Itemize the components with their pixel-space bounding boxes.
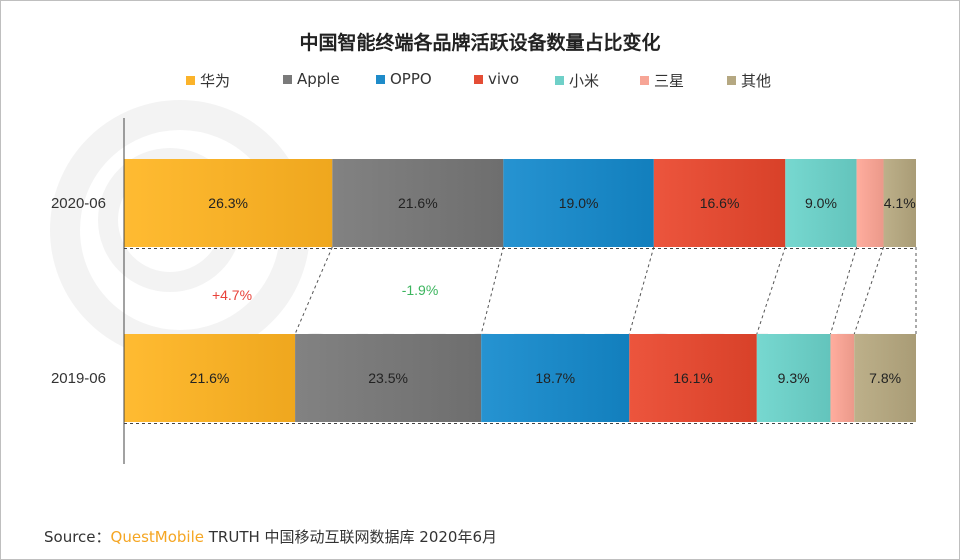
legend-label: 其他 bbox=[741, 72, 772, 90]
legend-swatch bbox=[640, 76, 649, 85]
bar-segment-2020-06-6 bbox=[883, 159, 916, 247]
connector-line bbox=[628, 246, 655, 335]
bar-segment-2019-06-0 bbox=[124, 334, 296, 422]
source-note: Source：QuestMobile TRUTH 中国移动互联网数据库 2020… bbox=[44, 526, 497, 547]
legend-swatch bbox=[727, 76, 736, 85]
legend-swatch bbox=[376, 74, 385, 84]
connector-line bbox=[756, 246, 786, 335]
data-label: 9.3% bbox=[778, 370, 810, 386]
legend-item: Apple bbox=[283, 70, 340, 88]
category-label: 2020-06 bbox=[51, 195, 106, 212]
bar-segment-2019-06-6 bbox=[854, 334, 916, 422]
source-brand: QuestMobile bbox=[110, 528, 204, 546]
connector-line bbox=[829, 246, 858, 335]
data-label: 21.6% bbox=[398, 195, 438, 211]
source-rest: TRUTH 中国移动互联网数据库 2020年6月 bbox=[203, 528, 498, 546]
data-label: 7.8% bbox=[869, 370, 901, 386]
source-prefix: Source： bbox=[44, 528, 111, 546]
legend-swatch bbox=[555, 76, 564, 85]
bar-segment-2019-06-2 bbox=[481, 334, 630, 422]
data-label: 23.5% bbox=[368, 370, 408, 386]
legend-swatch bbox=[283, 74, 292, 84]
connector-line bbox=[480, 246, 504, 335]
legend-item: 其他 bbox=[727, 70, 771, 91]
data-label: 4.1% bbox=[884, 195, 916, 211]
data-label: 18.7% bbox=[535, 370, 575, 386]
legend-item: 小米 bbox=[555, 70, 599, 91]
legend-label: Apple bbox=[297, 70, 340, 88]
legend-item: 华为 bbox=[186, 70, 230, 91]
legend-swatch bbox=[474, 74, 483, 84]
legend-item: OPPO bbox=[376, 70, 432, 88]
bar-segment-2020-06-3 bbox=[653, 159, 786, 247]
bar-segment-2020-06-4 bbox=[785, 159, 857, 247]
data-label: 21.6% bbox=[190, 370, 230, 386]
change-annotation: -1.9% bbox=[402, 282, 439, 298]
bar-segment-2020-06-5 bbox=[856, 159, 884, 247]
legend-item: vivo bbox=[474, 70, 519, 88]
data-label: 16.1% bbox=[673, 370, 713, 386]
legend-label: OPPO bbox=[390, 70, 432, 88]
bar-segment-2020-06-1 bbox=[332, 159, 504, 247]
bar-segment-2019-06-1 bbox=[295, 334, 482, 422]
connector-line bbox=[853, 246, 885, 335]
legend-label: 华为 bbox=[200, 72, 231, 90]
data-label: 16.6% bbox=[700, 195, 740, 211]
bar-segment-2019-06-3 bbox=[629, 334, 757, 422]
legend-label: vivo bbox=[488, 70, 520, 88]
bar-segment-2019-06-5 bbox=[830, 334, 855, 422]
category-label: 2019-06 bbox=[51, 370, 106, 387]
bar-segment-2019-06-4 bbox=[756, 334, 831, 422]
legend-label: 三星 bbox=[654, 72, 685, 90]
chart-title: 中国智能终端各品牌活跃设备数量占比变化 bbox=[299, 32, 661, 54]
legend-swatch bbox=[186, 76, 195, 85]
data-label: 9.0% bbox=[805, 195, 837, 211]
change-annotation: +4.7% bbox=[212, 287, 252, 303]
bar-segment-2020-06-2 bbox=[503, 159, 654, 247]
legend-item: 三星 bbox=[640, 70, 684, 91]
bar-segment-2020-06-0 bbox=[124, 159, 333, 247]
legend: 华为 Apple OPPO vivo 小米 三星 其他 bbox=[0, 70, 960, 92]
data-label: 26.3% bbox=[208, 195, 248, 211]
legend-label: 小米 bbox=[569, 72, 600, 90]
data-label: 19.0% bbox=[559, 195, 599, 211]
connector-line bbox=[294, 246, 333, 335]
